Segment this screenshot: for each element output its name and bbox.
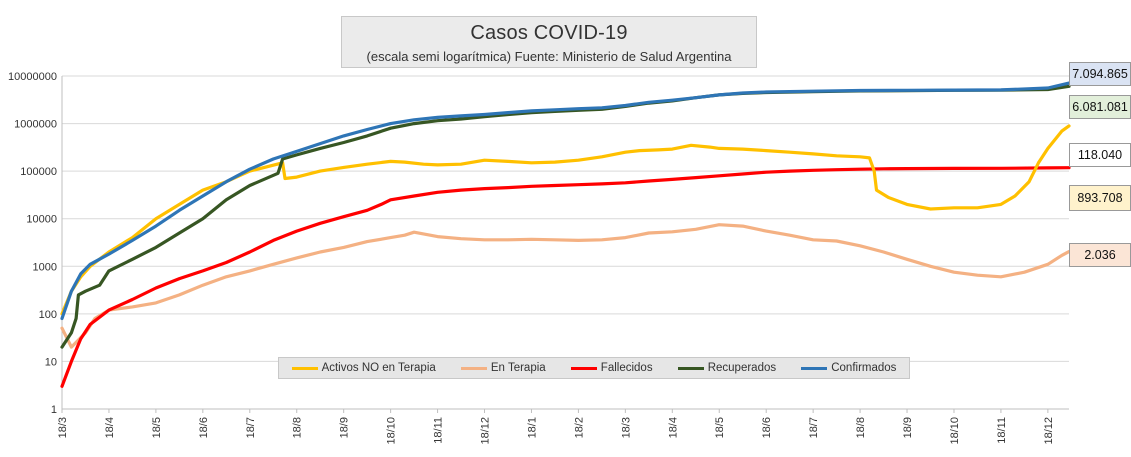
y-tick-label: 10000: [26, 214, 57, 226]
y-tick-label: 1000000: [14, 119, 57, 131]
legend: Activos NO en Terapia En Terapia Falleci…: [278, 357, 910, 379]
x-tick-label: 18/12: [1043, 417, 1055, 445]
x-tick-label: 18/7: [245, 417, 257, 438]
series-line-confirmados: [60, 81, 1071, 321]
x-tick-label: 18/2: [573, 417, 585, 438]
value-label-fallecidos: 118.040: [1069, 143, 1131, 167]
x-tick-label: 18/4: [104, 417, 116, 438]
legend-label-confirmados: Confirmados: [831, 362, 897, 374]
value-label-confirmados: 7.094.865: [1069, 62, 1131, 86]
legend-label-en-terapia: En Terapia: [490, 362, 546, 374]
legend-swatch-fallecidos: [570, 366, 597, 370]
legend-item-en-terapia: En Terapia: [460, 362, 546, 374]
x-tick-label: 18/9: [339, 417, 351, 438]
series-line-en-terapia: [60, 223, 1071, 349]
x-tick-label: 18/7: [808, 417, 820, 438]
x-tick-label: 18/8: [855, 417, 867, 438]
x-tick-label: 18/5: [714, 417, 726, 438]
chart-title: Casos COVID-19: [470, 22, 628, 44]
series-line-fallecidos: [60, 166, 1071, 388]
plot-background: [62, 76, 1069, 409]
x-tick-label: 18/6: [761, 417, 773, 438]
value-label-en-terapia: 2.036: [1069, 243, 1131, 267]
legend-item-activos: Activos NO en Terapia: [291, 362, 436, 374]
y-tick-label: 1: [51, 404, 57, 416]
chart-title-box: Casos COVID-19 (escala semi logarítmica)…: [341, 16, 757, 68]
legend-swatch-confirmados: [801, 366, 828, 370]
x-tick-label: 18/11: [433, 417, 445, 444]
x-tick-label: 18/11: [996, 417, 1008, 444]
legend-swatch-en-terapia: [460, 366, 487, 370]
x-tick-label: 18/3: [57, 417, 69, 438]
x-tick-label: 18/5: [151, 417, 163, 438]
legend-swatch-recuperados: [677, 366, 704, 370]
x-tick-label: 18/9: [902, 417, 914, 438]
value-label-recuperados: 6.081.081: [1069, 95, 1131, 119]
x-tick-label: 18/6: [198, 417, 210, 438]
chart-subtitle: (escala semi logarítmica) Fuente: Minist…: [366, 49, 732, 64]
legend-item-recuperados: Recuperados: [677, 362, 777, 374]
legend-label-activos: Activos NO en Terapia: [321, 362, 436, 374]
value-label-activos: 893.708: [1069, 185, 1131, 211]
y-tick-label: 100000: [20, 166, 57, 178]
y-tick-label: 1000: [33, 261, 57, 273]
x-tick-label: 18/3: [620, 417, 632, 438]
x-tick-label: 18/8: [292, 417, 304, 438]
y-tick-label: 10000000: [8, 71, 57, 83]
legend-item-confirmados: Confirmados: [801, 362, 896, 374]
legend-item-fallecidos: Fallecidos: [570, 362, 653, 374]
x-tick-label: 18/10: [949, 417, 961, 445]
x-tick-label: 18/12: [480, 417, 492, 445]
x-tick-label: 18/10: [386, 417, 398, 445]
x-tick-label: 18/4: [667, 417, 679, 438]
legend-label-fallecidos: Fallecidos: [600, 362, 653, 374]
x-tick-label: 18/1: [526, 417, 538, 438]
legend-label-recuperados: Recuperados: [707, 362, 777, 374]
y-tick-label: 10: [45, 356, 57, 368]
legend-swatch-activos: [291, 366, 318, 370]
y-tick-label: 100: [39, 309, 57, 321]
